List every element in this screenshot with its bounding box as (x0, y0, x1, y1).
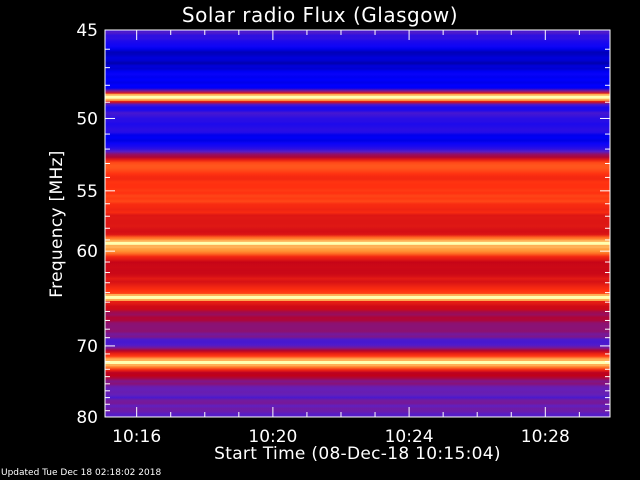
plot-frame (104, 29, 611, 418)
chart-title: Solar radio Flux (Glasgow) (181, 3, 459, 27)
spectrum-background (105, 30, 610, 417)
x-tick-label: 10:16 (112, 427, 161, 447)
emission-line (105, 241, 610, 245)
y-tick-label: 70 (76, 337, 98, 357)
emission-line (105, 360, 610, 364)
emission-line (105, 95, 610, 99)
x-tick-label: 10:20 (248, 427, 297, 447)
y-tick-label: 80 (76, 408, 98, 428)
x-tick-label: 10:28 (521, 427, 570, 447)
y-axis-label: Frequency [MHz] (47, 150, 67, 298)
x-tick-label: 10:24 (385, 427, 434, 447)
updated-timestamp: Updated Tue Dec 18 02:18:02 2018 (1, 468, 162, 478)
y-tick-label: 55 (76, 182, 98, 202)
heatmap-area (105, 30, 610, 417)
axis-ticks: 10:16 10:20 10:24 10:28 45 50 55 60 70 80 (76, 21, 610, 447)
y-tick-label: 50 (76, 109, 98, 129)
y-tick-label: 60 (76, 242, 98, 262)
emission-line (105, 295, 610, 299)
x-axis-label: Start Time (08-Dec-18 10:15:04) (214, 444, 501, 464)
y-tick-label: 45 (76, 21, 98, 41)
